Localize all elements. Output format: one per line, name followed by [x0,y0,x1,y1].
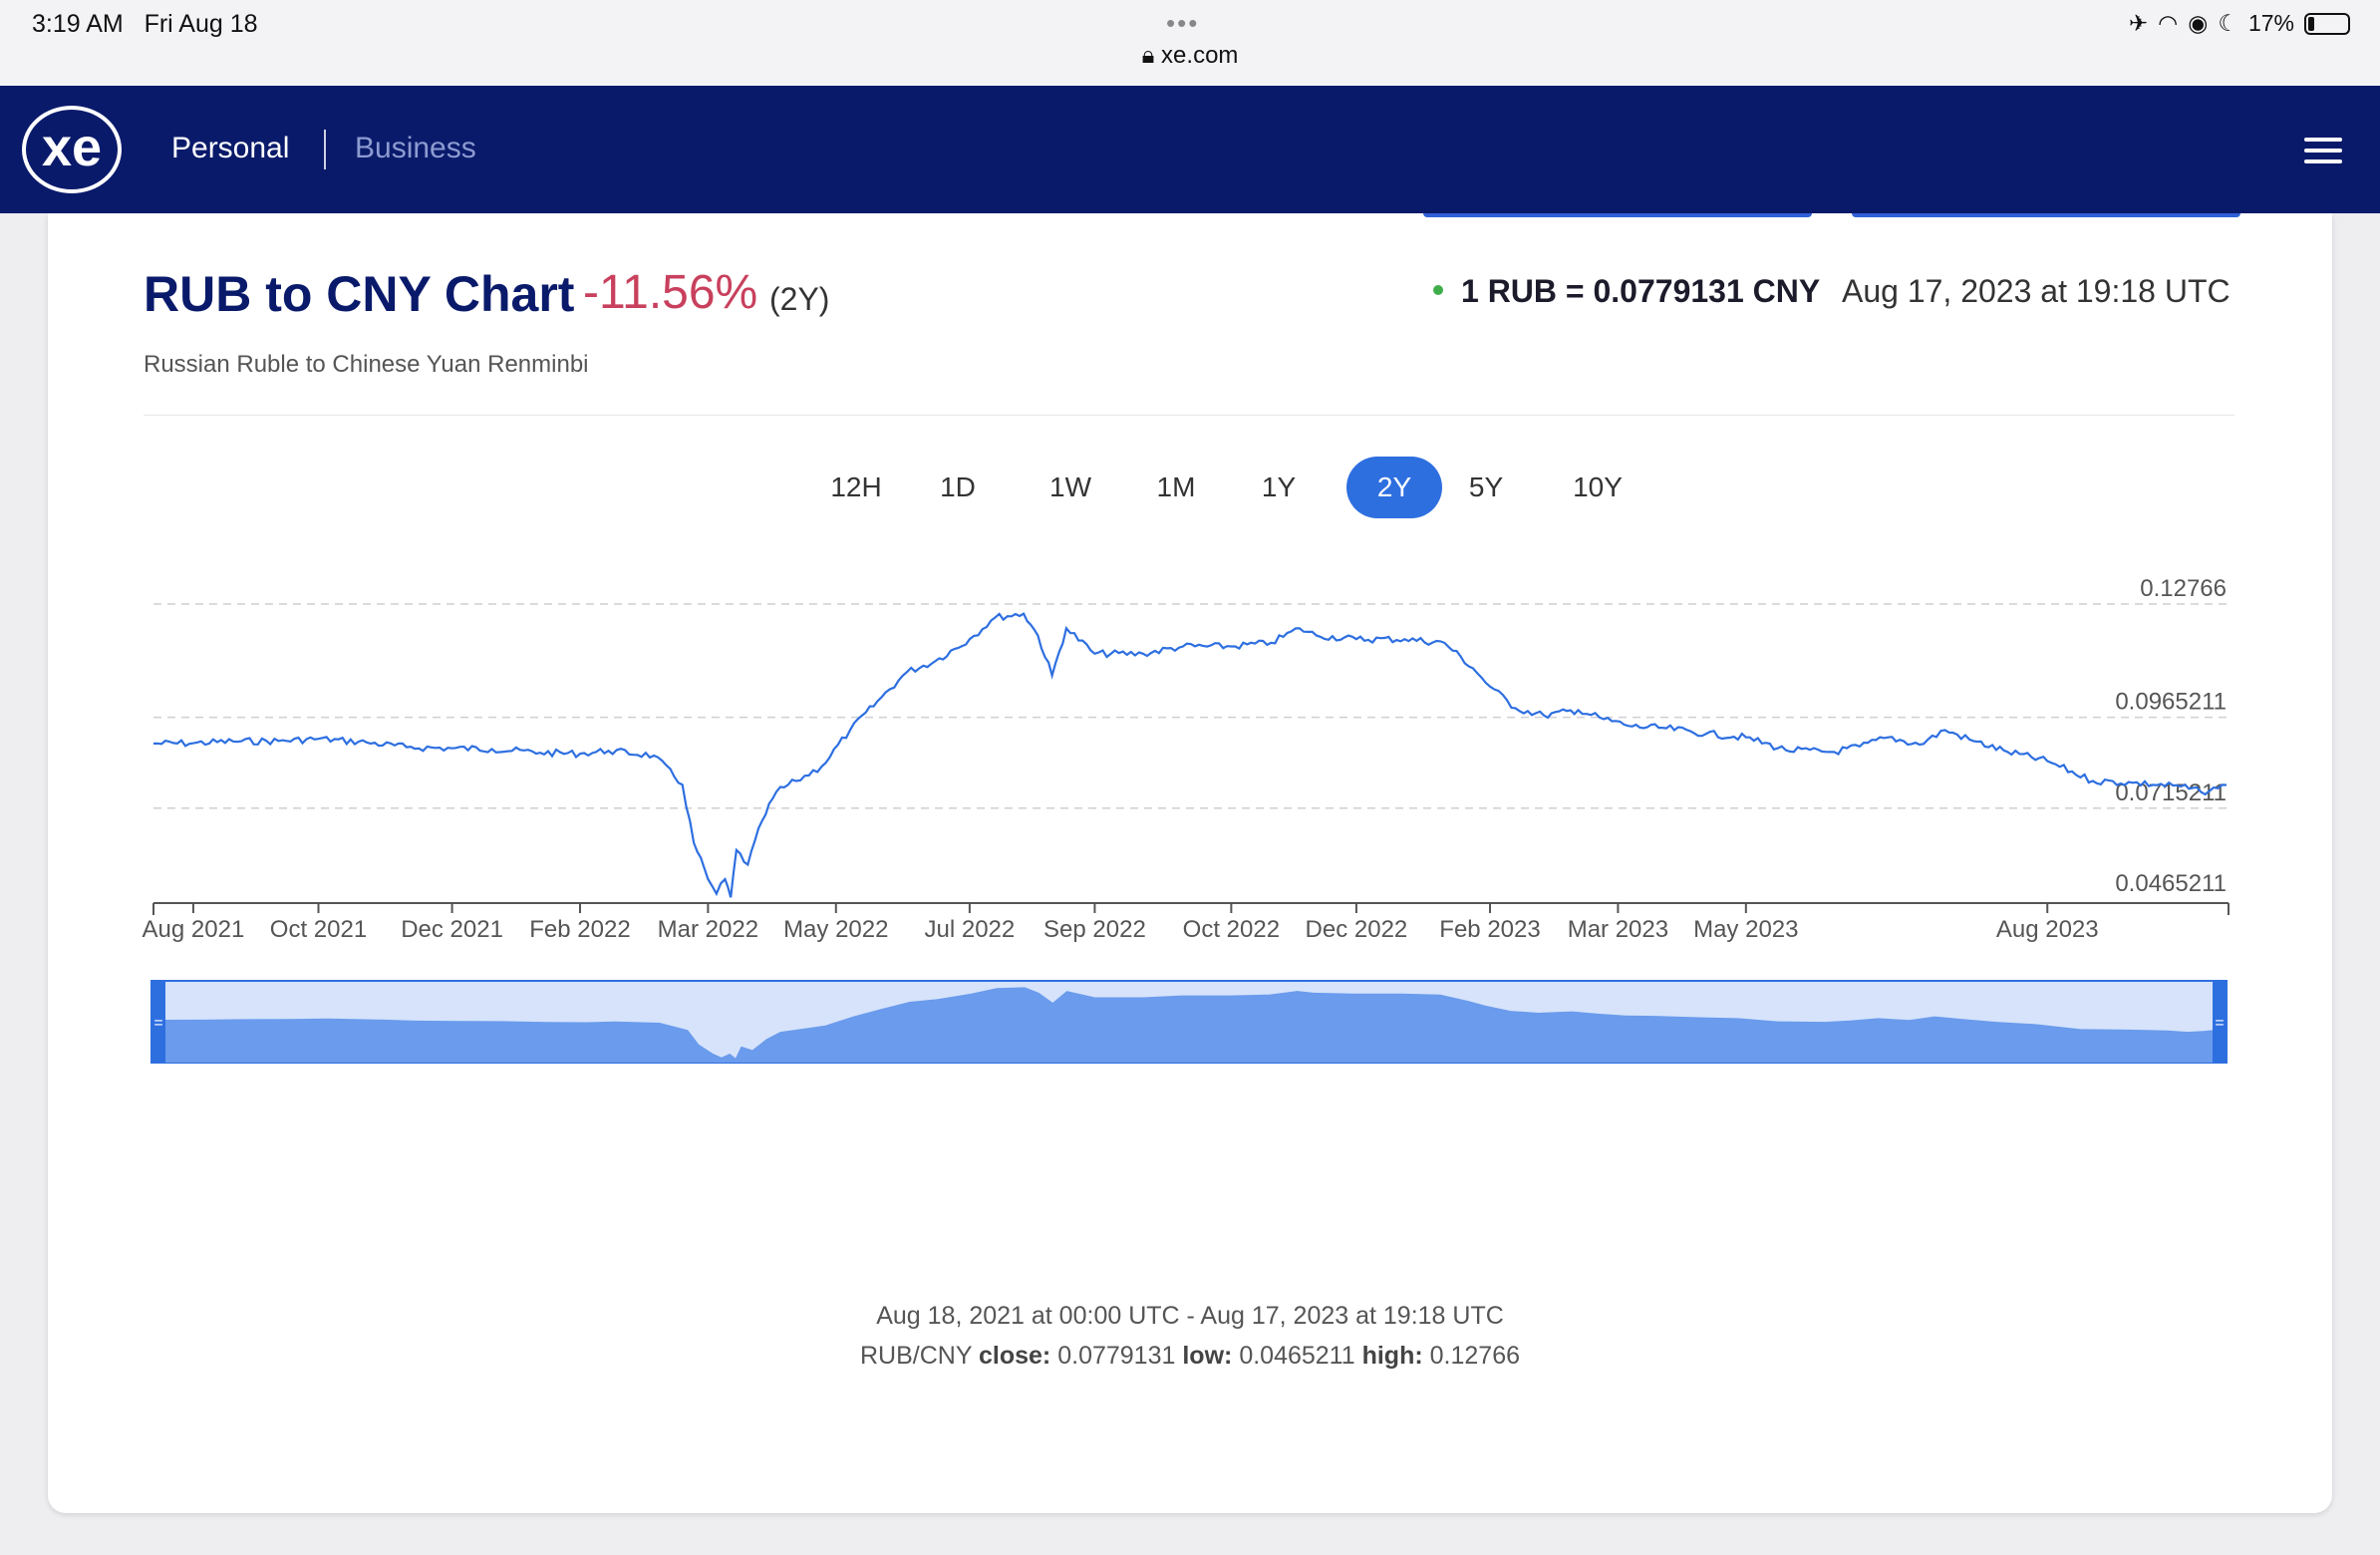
chart-card: RUB to CNY Chart -11.56% (2Y) Russian Ru… [48,213,2332,1513]
tab-hint-left [1423,213,1812,217]
close-label: close: [979,1342,1051,1370]
location-icon: ◉ [2188,10,2209,36]
nav-business-link[interactable]: Business [355,132,476,164]
y-tick-label: 0.0465211 [2115,870,2227,897]
y-tick-label: 0.0965211 [2115,689,2227,716]
range-navigator[interactable]: = = [150,980,2228,1064]
range-button-12h[interactable]: 12H [830,471,882,502]
x-tick-label: Dec 2021 [401,916,503,943]
navigator-handle-left[interactable] [151,981,165,1063]
series-line [152,612,2228,898]
nav-divider [324,130,326,169]
x-tick-label: Oct 2022 [1183,916,1280,943]
range-button-1d[interactable]: 1D [940,471,976,502]
airplane-icon: ✈ [2128,10,2149,36]
high-label: high: [1361,1342,1423,1370]
wifi-icon: ◠ [2158,10,2179,36]
live-status-dot-icon [1433,285,1443,295]
status-date: Fri Aug 18 [144,10,258,38]
change-period: (2Y) [769,281,830,317]
x-tick-label: Feb 2022 [529,916,630,943]
low-value: 0.0465211 [1239,1342,1355,1370]
range-selector: 12H 1D 1W 1M 1Y 2Y 5Y 10Y [48,457,2332,518]
range-button-10y[interactable]: 10Y [1573,471,1623,502]
navigator-area [165,987,2213,1063]
x-tick-label: Oct 2021 [270,916,367,943]
status-bar: 3:19 AM Fri Aug 18 ••• 🔒︎ xe.com ✈ ◠ ◉ ☾… [0,0,2380,86]
x-tick-label: Feb 2023 [1439,916,1540,943]
x-tick-label: Sep 2022 [1043,916,1146,943]
grip-icon: = [153,1015,162,1032]
x-tick-label: Mar 2022 [658,916,758,943]
rate-timestamp: Aug 17, 2023 at 19:18 UTC [1842,273,2231,309]
url-text: xe.com [1161,42,1239,69]
status-time: 3:19 AM Fri Aug 18 [32,10,258,38]
tab-hint-right [1852,213,2240,217]
x-tick-label: Aug 2023 [1996,916,2099,943]
grip-icon: = [2215,1015,2224,1032]
hamburger-menu-icon[interactable] [2304,138,2342,170]
battery-percent: 17% [2247,10,2294,36]
range-summary: Aug 18, 2021 at 00:00 UTC - Aug 17, 2023… [876,1302,1504,1330]
x-tick-label: May 2023 [1693,916,1798,943]
range-button-1y[interactable]: 1Y [1261,471,1297,502]
y-tick-label: 0.12766 [2140,575,2227,602]
pair-label: RUB/CNY [859,1342,973,1370]
page-title: RUB to CNY Chart [144,266,575,322]
more-dots-icon[interactable]: ••• [1166,8,1200,38]
pair-subtitle: Russian Ruble to Chinese Yuan Renminbi [144,351,589,378]
top-nav: xe Personal Business [0,86,2380,213]
x-tick-label: Mar 2023 [1568,916,1668,943]
high-value: 0.12766 [1429,1342,1521,1370]
range-button-1w[interactable]: 1W [1049,471,1091,502]
moon-icon: ☾ [2218,10,2238,36]
x-tick-label: Jul 2022 [925,916,1016,943]
header-divider [144,415,2234,416]
change-percent: -11.56% [583,266,758,319]
current-rate: 1 RUB = 0.0779131 CNY [1461,273,1821,309]
close-low-high-summary: RUB/CNY close: 0.0779131 low: 0.0465211 … [48,1342,2332,1371]
x-tick-label: May 2022 [783,916,888,943]
navigator-handle-right[interactable] [2213,981,2227,1063]
battery-icon [2304,12,2350,35]
lock-icon: 🔒︎ [1141,42,1155,69]
status-icons: ✈ ◠ ◉ ☾ 17% [2129,10,2350,37]
range-button-1m[interactable]: 1M [1156,471,1196,502]
url-bar[interactable]: 🔒︎ xe.com [0,42,2380,70]
nav-personal-link[interactable]: Personal [171,132,290,164]
close-value: 0.0779131 [1057,1342,1176,1370]
range-button-5y[interactable]: 5Y [1468,471,1504,502]
range-button-2y[interactable]: 2Y [1346,457,1442,518]
xe-logo[interactable]: xe [22,106,122,193]
low-label: low: [1182,1342,1233,1370]
x-tick-label: Aug 2021 [143,916,245,943]
x-tick-label: Dec 2022 [1306,916,1408,943]
